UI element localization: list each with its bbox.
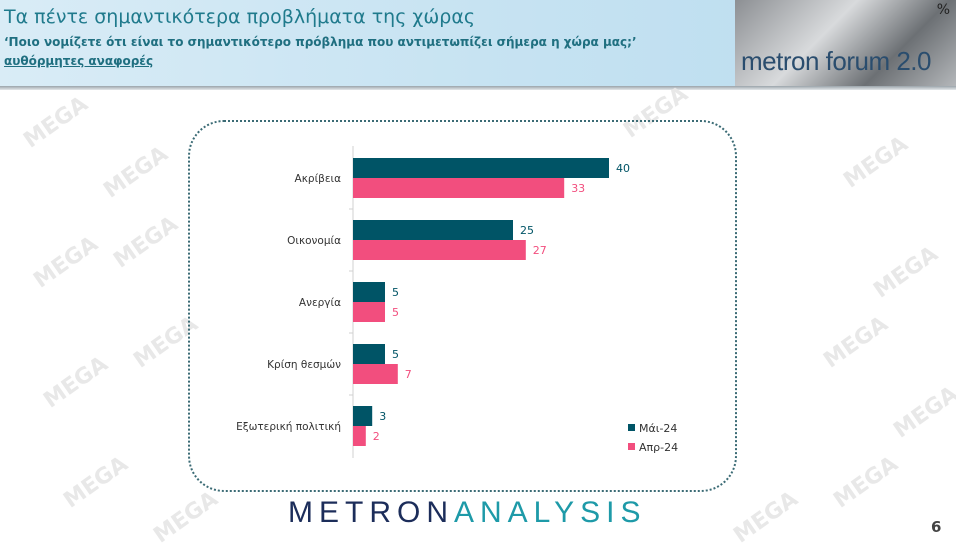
bar (353, 364, 398, 384)
question-subtitle: ‘Ποιο νομίζετε ότι είναι το σημαντικότερ… (4, 35, 637, 49)
forum-logo-text: metron forum 2.0 (741, 46, 931, 76)
bar (353, 406, 373, 426)
data-label: 40 (616, 162, 630, 175)
bar (353, 302, 385, 322)
note-label: αυθόρμητες αναφορές (4, 54, 154, 68)
page-title: Τα πέντε σημαντικότερα προβλήματα της χώ… (4, 6, 476, 28)
legend-label: Μάι-24 (639, 422, 677, 435)
chart-frame (188, 120, 737, 492)
data-label: 27 (533, 244, 547, 257)
bar (353, 282, 385, 302)
percent-mark: % (936, 2, 950, 18)
logo-part-2: ANALYSIS (454, 496, 647, 529)
legend-swatch (628, 443, 635, 450)
data-label: 5 (392, 306, 399, 319)
header-divider (0, 86, 956, 90)
metron-forum-logo: % metron forum 2.0 (735, 0, 956, 86)
data-label: 3 (379, 410, 386, 423)
legend-label: Απρ-24 (639, 441, 678, 454)
metron-analysis-logo: METRONANALYSIS (288, 496, 647, 530)
data-label: 33 (571, 182, 585, 195)
bar (353, 426, 366, 446)
data-label: 25 (520, 224, 534, 237)
category-label: Εξωτερική πολιτική (236, 421, 341, 433)
data-label: 7 (405, 368, 412, 381)
legend-swatch (628, 424, 635, 431)
data-label: 2 (373, 430, 380, 443)
category-label: Κρίση θεσμών (267, 359, 341, 371)
category-label: Οικονομία (287, 235, 341, 247)
bar (353, 344, 385, 364)
bar (353, 240, 526, 260)
data-label: 5 (392, 348, 399, 361)
bar (353, 178, 565, 198)
category-label: Ακρίβεια (295, 173, 342, 185)
page-number: 6 (931, 518, 942, 536)
logo-part-1: METRON (288, 496, 454, 529)
data-label: 5 (392, 286, 399, 299)
bar (353, 158, 609, 178)
bar (353, 220, 513, 240)
category-label: Ανεργία (299, 297, 341, 309)
